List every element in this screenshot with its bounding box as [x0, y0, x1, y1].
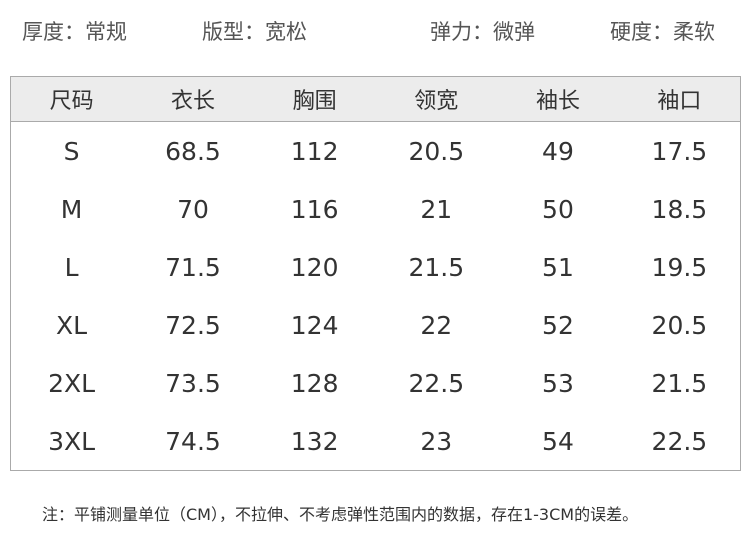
table-cell: 21.5 [651, 368, 708, 398]
table-cell: 73.5 [165, 368, 221, 398]
table-cell: 22.5 [651, 426, 708, 456]
thickness-attribute: 厚度：常规 [22, 20, 127, 44]
header-collar: 领宽 [375, 76, 498, 122]
table-cell: S [63, 136, 80, 166]
table-cell: 51 [542, 252, 574, 282]
table-cell: 120 [290, 252, 339, 282]
table-cell: 21 [420, 194, 453, 224]
table-cell: 22.5 [408, 368, 465, 398]
table-cell: 70 [177, 194, 209, 224]
table-row: XL 72.5 124 22 52 20.5 [11, 296, 741, 354]
table-cell: XL [56, 310, 88, 340]
table-cell: 132 [290, 426, 339, 456]
table-cell: 124 [290, 310, 339, 340]
table-cell: 18.5 [651, 194, 708, 224]
table-cell: M [60, 194, 83, 224]
table-row: L 71.5 120 21.5 51 19.5 [11, 238, 741, 296]
measurement-note: 注：平铺测量单位（CM），不拉伸、不考虑弹性范围内的数据，存在1-3CM的误差。 [42, 505, 639, 524]
table-cell: 23 [420, 426, 453, 456]
table-cell: 21.5 [408, 252, 465, 282]
table-cell: 19.5 [651, 252, 708, 282]
table-row: S 68.5 112 20.5 49 17.5 [11, 122, 741, 181]
table-cell: 22 [420, 310, 453, 340]
header-sleeve-length: 袖长 [497, 76, 619, 122]
table-cell: 116 [290, 194, 339, 224]
table-cell: 49 [542, 136, 574, 166]
table-cell: 74.5 [165, 426, 221, 456]
header-cuff: 袖口 [618, 76, 741, 122]
size-table: 尺码 衣长 胸围 领宽 袖长 袖口 S 68.5 112 20.5 49 17.5 M 70 1… [10, 76, 741, 471]
elasticity-attribute: 弹力：微弹 [430, 20, 535, 44]
table-row: M 70 116 21 50 18.5 [11, 180, 741, 238]
table-cell: 2XL [48, 368, 96, 398]
table-cell: 50 [542, 194, 574, 224]
softness-attribute: 硬度：柔软 [610, 20, 715, 44]
fit-attribute: 版型：宽松 [202, 20, 307, 44]
table-cell: 17.5 [651, 136, 708, 166]
table-cell: 112 [290, 136, 339, 166]
table-cell: 72.5 [165, 310, 221, 340]
table-row: 2XL 73.5 128 22.5 53 21.5 [11, 354, 741, 412]
table-row: 3XL 74.5 132 23 54 22.5 [11, 412, 741, 471]
table-cell: 20.5 [408, 136, 465, 166]
header-chest: 胸围 [253, 76, 376, 122]
table-cell: 128 [290, 368, 339, 398]
header-size: 尺码 [10, 76, 133, 122]
table-cell: 20.5 [651, 310, 708, 340]
table-cell: 53 [542, 368, 574, 398]
table-cell: 52 [542, 310, 574, 340]
table-cell: 68.5 [165, 136, 221, 166]
table-cell: L [64, 252, 79, 282]
table-cell: 71.5 [165, 252, 221, 282]
table-cell: 54 [542, 426, 574, 456]
table-header-row: 尺码 衣长 胸围 领宽 袖长 袖口 [10, 76, 741, 122]
table-cell: 3XL [48, 426, 96, 456]
header-length: 衣长 [132, 76, 254, 122]
